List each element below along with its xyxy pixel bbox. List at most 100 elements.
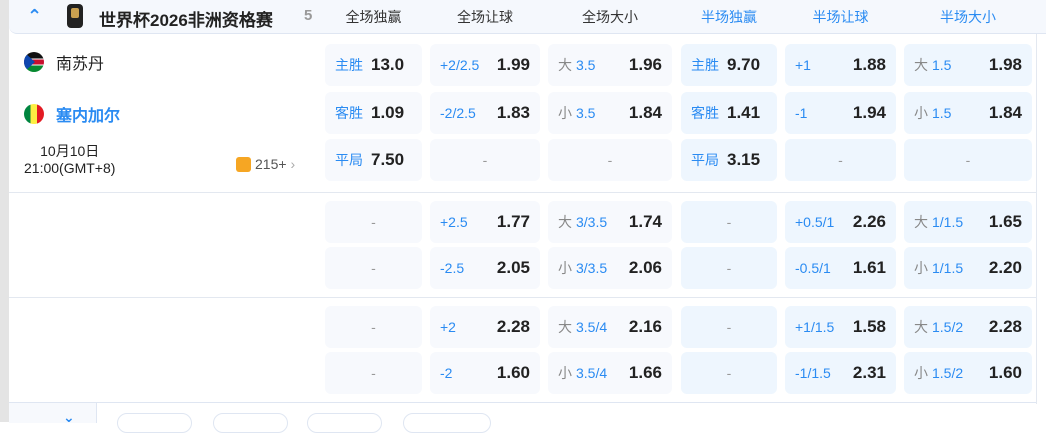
chevron-right-icon: ›: [290, 156, 296, 172]
odds-cell[interactable]: -2.5 2.05: [430, 247, 540, 289]
empty-odds: -: [371, 260, 376, 276]
footer-toggle[interactable]: ⌄: [9, 403, 97, 425]
odds-label: +2.5: [440, 214, 468, 230]
empty-odds: -: [726, 260, 732, 276]
odds-cell[interactable]: -1/1.5 2.31: [785, 352, 896, 394]
odds-value: 3.15: [727, 150, 761, 169]
line-value: 1.5/2: [932, 319, 964, 335]
odds-cell[interactable]: 主胜 13.0: [325, 44, 422, 86]
odds-label: 客胜: [335, 105, 363, 121]
odds-cell: -: [430, 139, 540, 181]
row-separator: [9, 192, 1036, 193]
column-header: 全场大小: [582, 9, 638, 25]
column-header: 全场独赢: [345, 9, 402, 25]
odds-value: 1.99: [496, 55, 530, 74]
odds-value: 1.96: [628, 55, 662, 74]
odds-value: 1.61: [852, 258, 886, 277]
south-sudan-flag-icon: [24, 52, 44, 72]
league-trophy-icon: [67, 4, 83, 28]
home-team[interactable]: 南苏丹: [24, 50, 104, 74]
over-under-label: 大: [558, 57, 572, 73]
odds-cell[interactable]: +2/2.5 1.99: [430, 44, 540, 86]
odds-value: 2.16: [628, 317, 662, 336]
odds-cell[interactable]: 小 1.5/2 1.60: [904, 352, 1032, 394]
odds-value: 1.66: [628, 363, 662, 382]
over-under-label: 小: [914, 260, 928, 276]
empty-odds: -: [726, 214, 732, 230]
more-markets-count: 215+: [255, 156, 287, 172]
odds-cell[interactable]: 大 1/1.5 1.65: [904, 201, 1032, 243]
over-under-label: 大: [558, 319, 572, 335]
odds-cell[interactable]: +1 1.88: [785, 44, 896, 86]
odds-cell[interactable]: -2/2.5 1.83: [430, 92, 540, 134]
odds-cell[interactable]: 大 1.5 1.98: [904, 44, 1032, 86]
odds-label: +0.5/1: [795, 214, 835, 230]
line-value: 3/3.5: [576, 214, 608, 230]
odds-cell[interactable]: +1/1.5 1.58: [785, 306, 896, 348]
odds-cell[interactable]: +0.5/1 2.26: [785, 201, 896, 243]
odds-cell: -: [325, 306, 422, 348]
odds-cell[interactable]: 客胜 1.09: [325, 92, 422, 134]
odds-cell[interactable]: 小 1.5 1.84: [904, 92, 1032, 134]
odds-cell[interactable]: 大 3.5 1.96: [548, 44, 672, 86]
over-under-label: 小: [558, 105, 572, 121]
more-markets-link[interactable]: 215+ ›: [236, 156, 295, 172]
filter-pill[interactable]: [403, 413, 491, 433]
odds-value: 1.41: [727, 103, 761, 122]
odds-cell[interactable]: 大 1.5/2 2.28: [904, 306, 1032, 348]
odds-cell[interactable]: +2.5 1.77: [430, 201, 540, 243]
league-header: ⌃ 世界杯2026非洲资格赛 5: [9, 0, 1046, 34]
over-under-label: 小: [558, 365, 572, 381]
odds-cell[interactable]: 小 3/3.5 2.06: [548, 247, 672, 289]
filter-pill[interactable]: [213, 413, 288, 433]
odds-cell[interactable]: 主胜 9.70: [681, 44, 777, 86]
odds-cell[interactable]: -0.5/1 1.61: [785, 247, 896, 289]
odds-cell[interactable]: -2 1.60: [430, 352, 540, 394]
line-value: 1.5: [932, 57, 952, 73]
odds-label: -0.5/1: [795, 260, 831, 276]
odds-cell[interactable]: -1 1.94: [785, 92, 896, 134]
odds-cell[interactable]: 平局 3.15: [681, 139, 777, 181]
divider: [1036, 34, 1037, 404]
collapse-chevron-icon[interactable]: ⌃: [27, 6, 43, 26]
over-under-label: 大: [914, 319, 928, 335]
odds-cell: -: [548, 139, 672, 181]
line-value: 1.5: [932, 105, 952, 121]
column-header: 半场让球: [812, 9, 869, 25]
odds-value: 1.94: [852, 103, 886, 122]
empty-odds: -: [965, 152, 971, 168]
odds-cell: -: [681, 247, 777, 289]
filter-pill[interactable]: [307, 413, 382, 433]
filter-pill[interactable]: [117, 413, 192, 433]
odds-value: 1.83: [496, 103, 530, 122]
odds-label: 平局: [691, 152, 719, 168]
odds-label: -1/1.5: [795, 365, 831, 381]
odds-label: +2/2.5: [440, 57, 480, 73]
odds-cell[interactable]: 大 3/3.5 1.74: [548, 201, 672, 243]
empty-odds: -: [371, 214, 376, 230]
odds-label: 主胜: [691, 57, 719, 73]
away-team[interactable]: 塞内加尔: [24, 102, 120, 126]
odds-label: 主胜: [335, 57, 363, 73]
odds-cell: -: [325, 201, 422, 243]
empty-odds: -: [607, 152, 613, 168]
odds-cell: -: [904, 139, 1032, 181]
empty-odds: -: [838, 152, 843, 168]
empty-odds: -: [726, 319, 732, 335]
odds-cell[interactable]: 小 1/1.5 2.20: [904, 247, 1032, 289]
over-under-label: 大: [558, 214, 572, 230]
odds-cell[interactable]: 小 3.5 1.84: [548, 92, 672, 134]
odds-cell: -: [681, 352, 777, 394]
odds-label: -2: [440, 365, 453, 381]
over-under-label: 小: [558, 260, 572, 276]
odds-cell[interactable]: 客胜 1.41: [681, 92, 777, 134]
expand-chevron-icon: ⌄: [63, 409, 75, 425]
odds-cell[interactable]: +2 2.28: [430, 306, 540, 348]
odds-cell[interactable]: 平局 7.50: [325, 139, 422, 181]
odds-cell[interactable]: 小 3.5/4 1.66: [548, 352, 672, 394]
empty-odds: -: [482, 152, 488, 168]
league-title[interactable]: 世界杯2026非洲资格赛: [99, 11, 273, 30]
odds-cell[interactable]: 大 3.5/4 2.16: [548, 306, 672, 348]
odds-cell: -: [681, 306, 777, 348]
odds-cell: -: [785, 139, 896, 181]
